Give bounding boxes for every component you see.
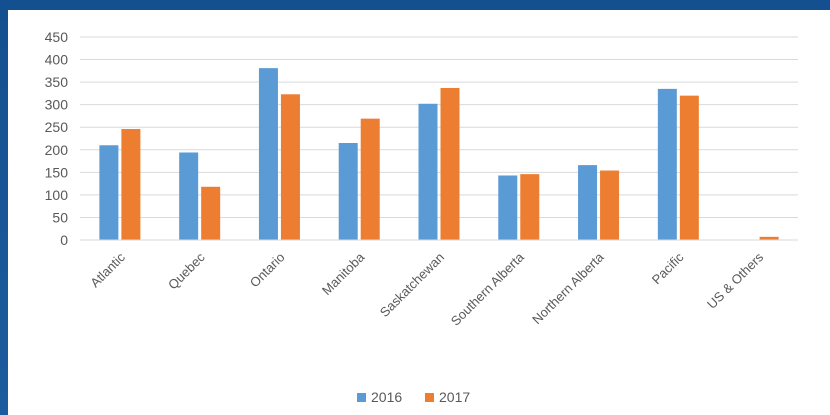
x-axis-category-labels: Atlantic Quebec Ontario Manitoba Saskatchewa… [87,249,766,329]
x-category-label: Southern Alberta [448,249,528,329]
bar-2016-southern-alberta [498,175,518,240]
x-category-label: Ontario [247,250,288,291]
bar-2016-manitoba [338,143,358,240]
bar-2017-ontario [280,94,300,241]
bar-2016-quebec [179,152,199,240]
x-category-label: Manitoba [319,249,368,298]
y-tick-label: 300 [45,97,69,113]
legend-swatch-2016 [357,393,366,402]
bar-2017-us-others [759,236,779,240]
y-tick-label: 450 [45,29,69,45]
x-category-label: US & Others [704,249,767,312]
bar-2016-pacific [657,88,677,240]
bar-2017-manitoba [360,118,380,240]
y-tick-label: 250 [45,119,69,135]
legend-label-2017: 2017 [439,389,470,405]
bar-2017-saskatchewan [440,87,460,240]
bar-2017-northern-alberta [600,170,620,240]
x-category-label: Saskatchewan [377,250,447,320]
legend-swatch-2017 [425,393,434,402]
y-tick-label: 200 [45,142,69,158]
bar-2017-atlantic [121,129,141,240]
x-category-label: Quebec [165,249,208,292]
legend: 2016 2017 [357,389,470,405]
bar-2016-ontario [258,68,278,240]
y-tick-label: 50 [52,209,68,225]
bars [99,68,779,241]
legend-label-2016: 2016 [371,389,402,405]
bar-2017-southern-alberta [520,174,540,240]
bar-2016-saskatchewan [418,103,438,241]
y-tick-label: 0 [60,232,68,248]
bar-2017-pacific [679,95,699,241]
gridlines [80,36,798,218]
x-category-label: Atlantic [87,249,128,290]
chart-panel: 0 50 100 150 200 250 300 350 400 450 Atlantic Queb… [8,10,830,415]
x-category-label: Northern Alberta [529,249,607,327]
y-tick-label: 150 [45,164,69,180]
y-axis-tick-labels: 0 50 100 150 200 250 300 350 400 450 [45,29,69,248]
bar-2016-northern-alberta [578,165,598,240]
bar-chart: 0 50 100 150 200 250 300 350 400 450 Atlantic Queb… [45,29,798,405]
bar-2016-atlantic [99,145,119,240]
y-tick-label: 100 [45,187,69,203]
bar-2017-quebec [201,186,221,240]
y-tick-label: 350 [45,74,69,90]
y-tick-label: 400 [45,52,69,68]
x-category-label: Pacific [649,249,687,287]
